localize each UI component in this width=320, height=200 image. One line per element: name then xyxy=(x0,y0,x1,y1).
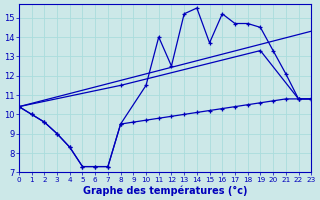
X-axis label: Graphe des températures (°c): Graphe des températures (°c) xyxy=(83,185,247,196)
